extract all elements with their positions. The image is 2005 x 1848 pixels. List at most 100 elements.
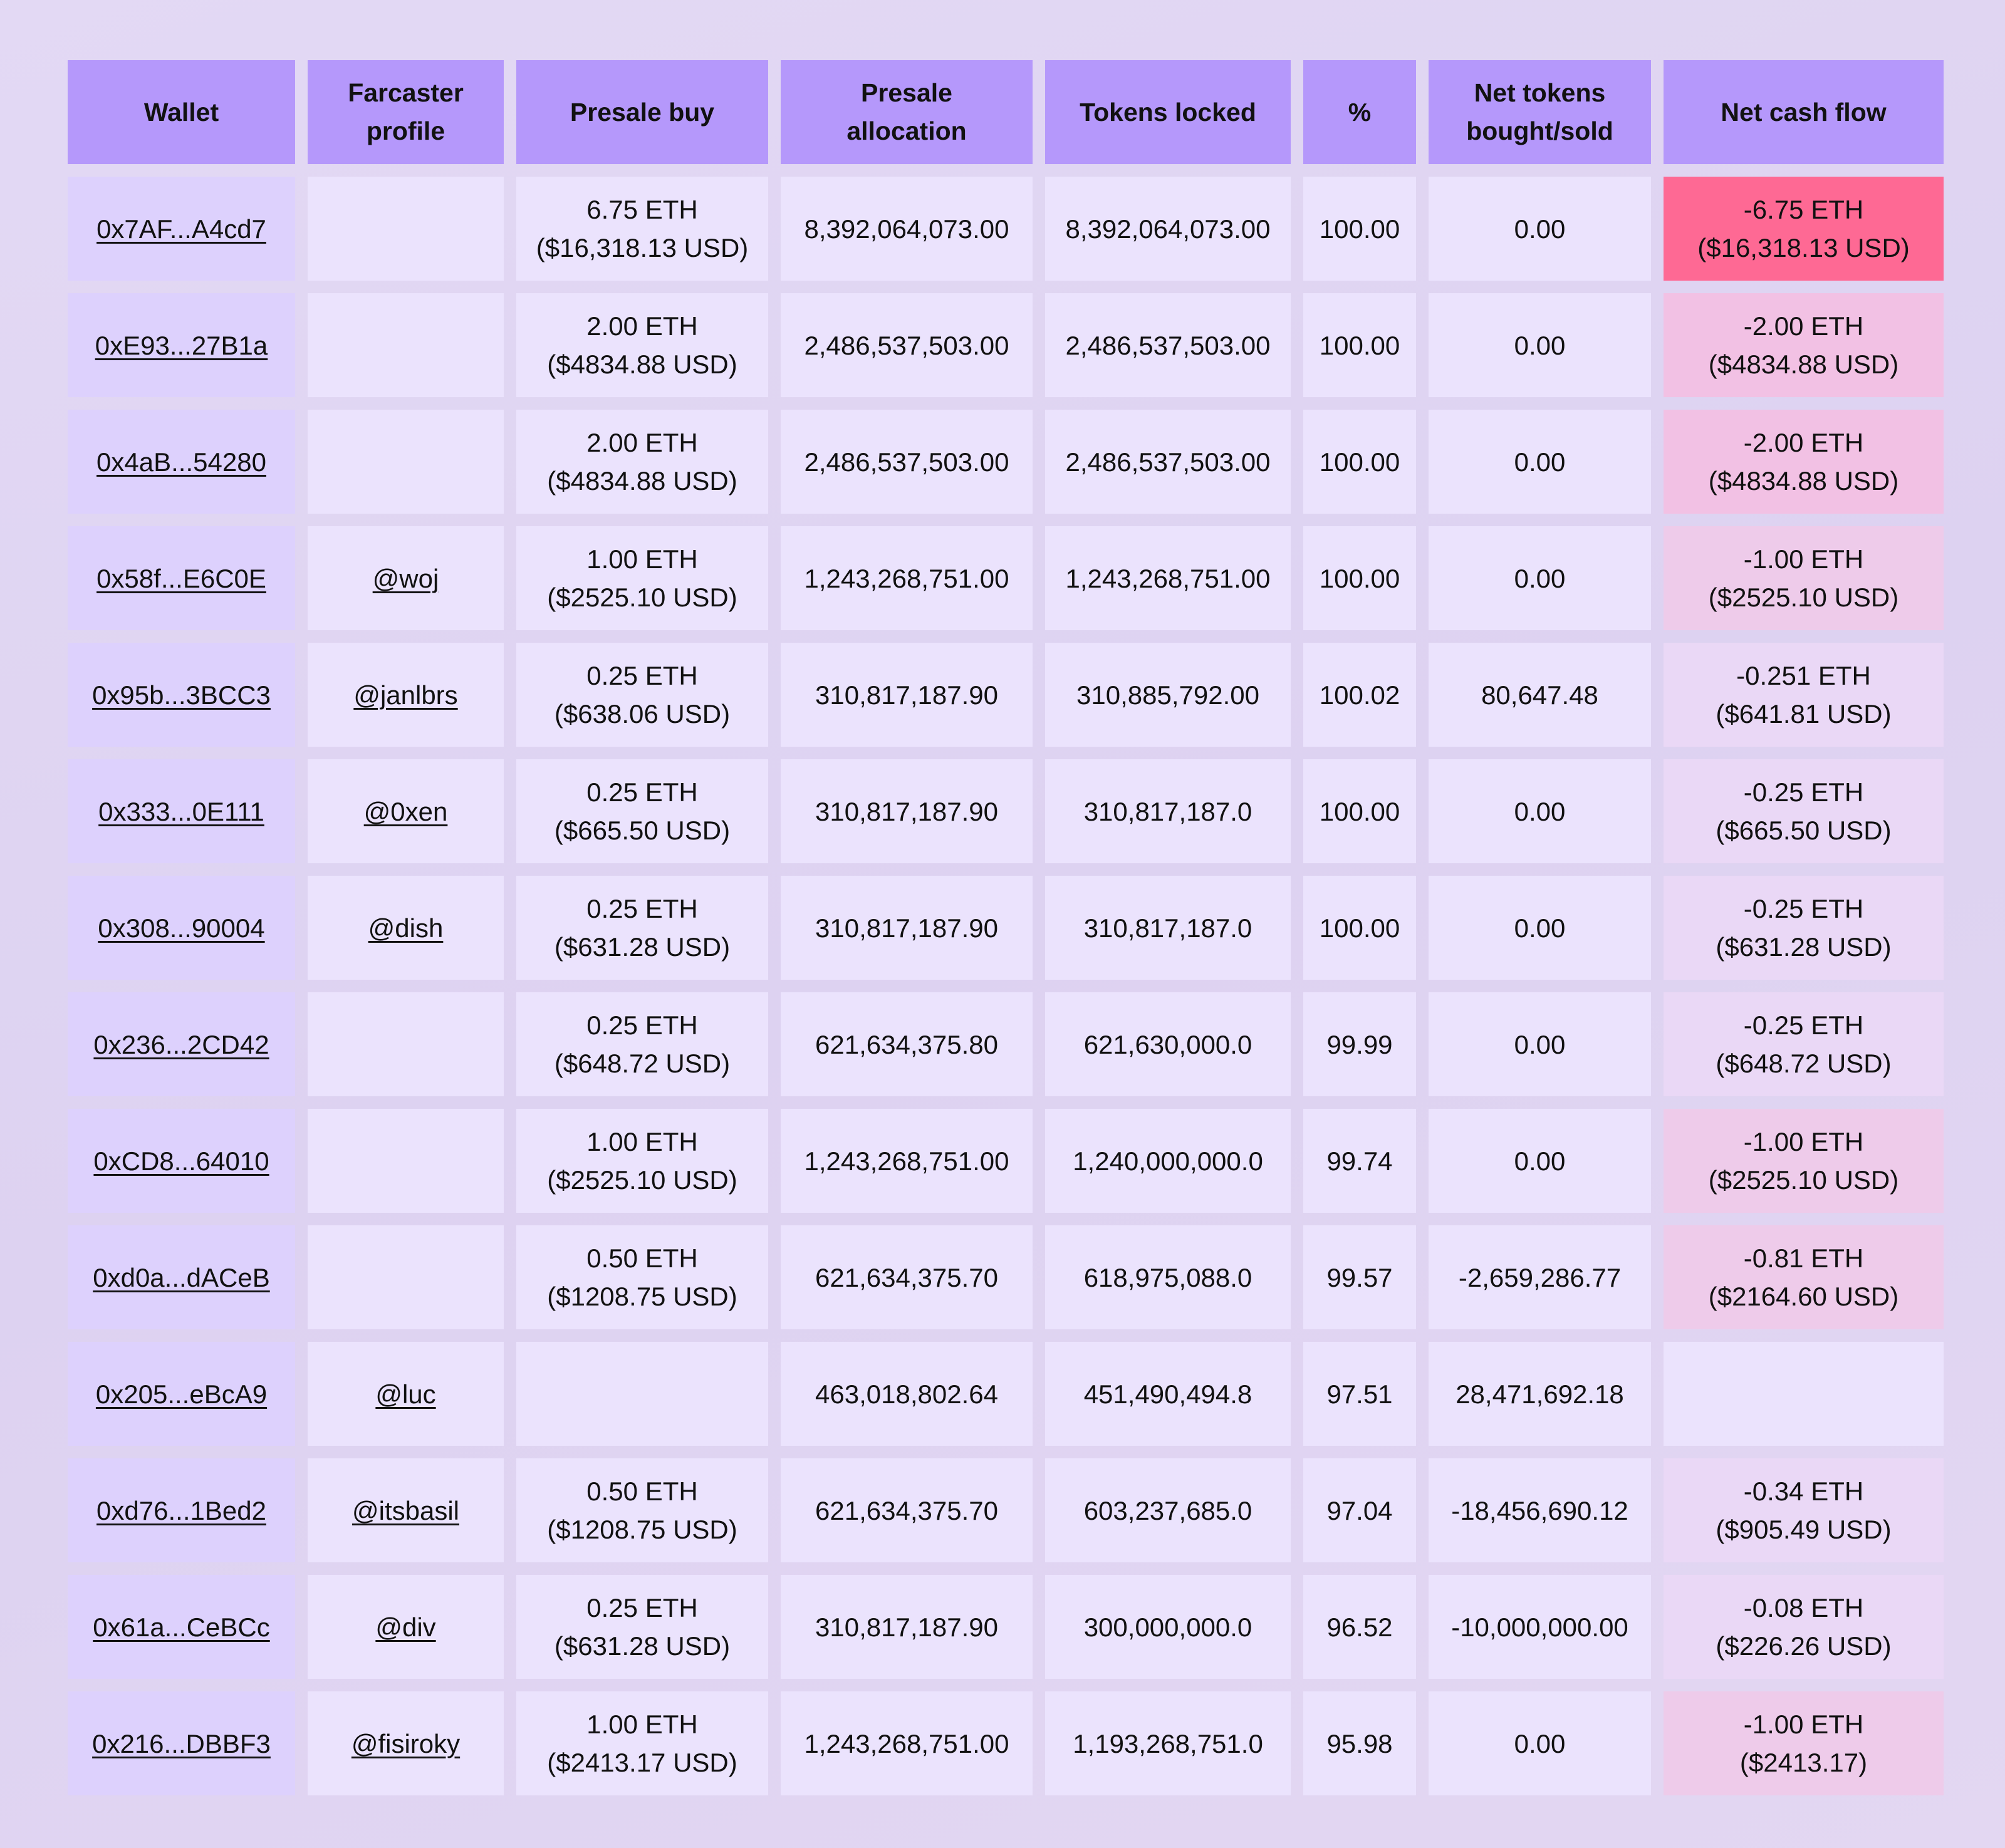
header-tokens-locked: Tokens locked xyxy=(1045,60,1291,164)
farcaster-profile-link[interactable]: @luc xyxy=(375,1379,436,1409)
table-row: 0x308...90004 @dish 0.25 ETH ($631.28 USD) 3… xyxy=(68,876,1944,980)
farcaster-profile-link[interactable]: @janlbrs xyxy=(353,680,458,710)
net-cash-flow-eth: -0.34 ETH xyxy=(1743,1477,1864,1506)
presale-allocation-cell: 310,817,187.90 xyxy=(781,643,1033,747)
percent-value: 99.99 xyxy=(1326,1029,1393,1059)
net-cash-flow-usd: ($641.81 USD) xyxy=(1716,699,1892,729)
net-cash-flow-cell: -0.251 ETH ($641.81 USD) xyxy=(1664,643,1944,747)
wallet-cell: 0x308...90004 xyxy=(68,876,295,980)
presale-buy-usd: ($1208.75 USD) xyxy=(547,1515,737,1544)
tokens-locked-value: 451,490,494.8 xyxy=(1083,1379,1252,1409)
presale-buy-usd: ($1208.75 USD) xyxy=(547,1282,737,1311)
wallet-cell: 0xd76...1Bed2 xyxy=(68,1458,295,1562)
header-presale-buy-label: Presale buy xyxy=(570,97,715,127)
net-cash-flow-cell: -2.00 ETH ($4834.88 USD) xyxy=(1664,293,1944,397)
table-row: 0xE93...27B1a 2.00 ETH ($4834.88 USD) 2,486… xyxy=(68,293,1944,397)
farcaster-profile-link[interactable]: @woj xyxy=(372,563,439,593)
net-tokens-cell: 0.00 xyxy=(1429,526,1651,630)
wallet-link[interactable]: 0x216...DBBF3 xyxy=(92,1728,271,1758)
farcaster-profile-link[interactable]: @0xen xyxy=(363,796,448,826)
net-cash-flow-cell: -0.81 ETH ($2164.60 USD) xyxy=(1664,1225,1944,1329)
table-row: 0xd76...1Bed2 @itsbasil 0.50 ETH ($1208.75 … xyxy=(68,1458,1944,1562)
tokens-locked-value: 2,486,537,503.00 xyxy=(1065,447,1271,477)
wallet-link[interactable]: 0x61a...CeBCc xyxy=(93,1612,270,1642)
wallet-link[interactable]: 0x308...90004 xyxy=(98,913,265,943)
percent-cell: 100.00 xyxy=(1303,410,1416,514)
net-tokens-cell: 0.00 xyxy=(1429,1109,1651,1213)
percent-value: 100.00 xyxy=(1319,796,1400,826)
net-tokens-value: 0.00 xyxy=(1514,913,1566,943)
net-tokens-value: 0.00 xyxy=(1514,1728,1566,1758)
presale-allocation-value: 2,486,537,503.00 xyxy=(804,330,1009,360)
farcaster-profile-cell xyxy=(308,177,504,281)
presale-buy-cell: 2.00 ETH ($4834.88 USD) xyxy=(516,293,768,397)
header-presale-buy: Presale buy xyxy=(516,60,768,164)
net-tokens-value: 0.00 xyxy=(1514,796,1566,826)
net-tokens-cell: 0.00 xyxy=(1429,293,1651,397)
percent-value: 99.57 xyxy=(1326,1262,1393,1292)
presale-buy-cell: 0.25 ETH ($648.72 USD) xyxy=(516,992,768,1096)
tokens-locked-cell: 621,630,000.0 xyxy=(1045,992,1291,1096)
tokens-locked-value: 310,817,187.0 xyxy=(1083,913,1252,943)
header-net-cash-flow-label: Net cash flow xyxy=(1721,97,1887,127)
header-presale-allocation-line2: allocation xyxy=(846,117,967,145)
farcaster-profile-cell: @div xyxy=(308,1575,504,1679)
wallet-link[interactable]: 0x205...eBcA9 xyxy=(95,1379,268,1409)
table-row: 0x205...eBcA9 @luc 463,018,802.64 451,490,4… xyxy=(68,1342,1944,1446)
presale-allocation-value: 463,018,802.64 xyxy=(815,1379,998,1409)
presale-allocation-cell: 463,018,802.64 xyxy=(781,1342,1033,1446)
tokens-locked-value: 310,817,187.0 xyxy=(1083,796,1252,826)
farcaster-profile-link[interactable]: @itsbasil xyxy=(352,1495,459,1525)
wallet-link[interactable]: 0xd0a...dACeB xyxy=(93,1262,270,1292)
net-cash-flow-eth: -1.00 ETH xyxy=(1743,1710,1864,1739)
net-tokens-cell: -2,659,286.77 xyxy=(1429,1225,1651,1329)
wallet-link[interactable]: 0xE93...27B1a xyxy=(95,330,268,360)
net-cash-flow-usd: ($4834.88 USD) xyxy=(1708,350,1899,379)
header-percent-label: % xyxy=(1348,97,1372,127)
header-wallet: Wallet xyxy=(68,60,295,164)
farcaster-profile-link[interactable]: @div xyxy=(375,1612,436,1642)
wallet-link[interactable]: 0xd76...1Bed2 xyxy=(96,1495,266,1525)
presale-buy-usd: ($2413.17 USD) xyxy=(547,1748,737,1777)
wallet-link[interactable]: 0xCD8...64010 xyxy=(93,1146,269,1176)
net-cash-flow-cell: -1.00 ETH ($2525.10 USD) xyxy=(1664,1109,1944,1213)
table-row: 0x216...DBBF3 @fisiroky 1.00 ETH ($2413.17 … xyxy=(68,1691,1944,1795)
presale-buy-cell: 6.75 ETH ($16,318.13 USD) xyxy=(516,177,768,281)
percent-cell: 97.04 xyxy=(1303,1458,1416,1562)
net-cash-flow-eth: -2.00 ETH xyxy=(1743,311,1864,341)
farcaster-profile-cell: @itsbasil xyxy=(308,1458,504,1562)
tokens-locked-value: 618,975,088.0 xyxy=(1083,1262,1252,1292)
net-cash-flow-eth: -0.25 ETH xyxy=(1743,1010,1864,1040)
percent-value: 100.02 xyxy=(1319,680,1400,710)
net-cash-flow-usd: ($226.26 USD) xyxy=(1716,1631,1892,1661)
table-row: 0x236...2CD42 0.25 ETH ($648.72 USD) 621,63… xyxy=(68,992,1944,1096)
wallet-link[interactable]: 0x95b...3BCC3 xyxy=(92,680,271,710)
header-presale-allocation-line1: Presale xyxy=(861,78,952,107)
net-tokens-cell: 0.00 xyxy=(1429,410,1651,514)
presale-buy-eth: 0.25 ETH xyxy=(586,1010,698,1040)
net-cash-flow-cell: -0.08 ETH ($226.26 USD) xyxy=(1664,1575,1944,1679)
wallet-link[interactable]: 0x236...2CD42 xyxy=(93,1029,269,1059)
net-cash-flow-eth: -2.00 ETH xyxy=(1743,428,1864,457)
wallet-link[interactable]: 0x7AF...A4cd7 xyxy=(96,214,266,244)
presale-table-container: Wallet Farcaster profile Presale buy Pre… xyxy=(55,48,1956,1808)
header-row: Wallet Farcaster profile Presale buy Pre… xyxy=(68,60,1944,164)
farcaster-profile-link[interactable]: @fisiroky xyxy=(351,1728,461,1758)
net-cash-flow-cell: -1.00 ETH ($2525.10 USD) xyxy=(1664,526,1944,630)
wallet-link[interactable]: 0x4aB...54280 xyxy=(96,447,266,477)
header-net-tokens-line2: bought/sold xyxy=(1466,117,1613,145)
presale-buy-usd: ($4834.88 USD) xyxy=(547,466,737,496)
presale-buy-eth: 1.00 ETH xyxy=(586,1127,698,1156)
presale-allocation-cell: 621,634,375.80 xyxy=(781,992,1033,1096)
farcaster-profile-link[interactable]: @dish xyxy=(368,913,444,943)
presale-allocation-value: 8,392,064,073.00 xyxy=(804,214,1009,244)
net-cash-flow-usd: ($2525.10 USD) xyxy=(1708,1165,1899,1195)
presale-buy-cell: 0.25 ETH ($631.28 USD) xyxy=(516,1575,768,1679)
presale-buy-usd: ($2525.10 USD) xyxy=(547,1165,737,1195)
percent-cell: 100.00 xyxy=(1303,177,1416,281)
net-tokens-cell: 0.00 xyxy=(1429,1691,1651,1795)
presale-buy-eth: 0.50 ETH xyxy=(586,1477,698,1506)
wallet-link[interactable]: 0x333...0E111 xyxy=(98,796,264,826)
wallet-link[interactable]: 0x58f...E6C0E xyxy=(96,563,266,593)
net-cash-flow-eth: -1.00 ETH xyxy=(1743,1127,1864,1156)
